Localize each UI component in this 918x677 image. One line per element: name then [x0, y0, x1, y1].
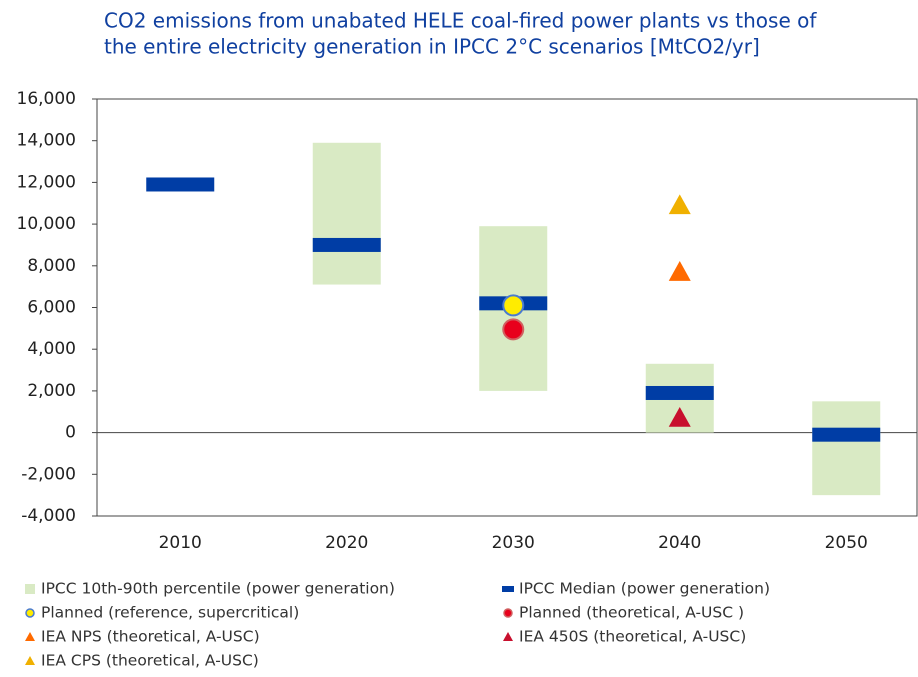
- y-tick-label: -4,000: [21, 506, 76, 526]
- legend-swatch: [25, 608, 35, 618]
- legend-swatch: [25, 584, 35, 594]
- planned-dot: [502, 294, 525, 317]
- x-tick-label: 2010: [159, 533, 202, 553]
- legend-label: IEA CPS (theoretical, A-USC): [41, 652, 259, 670]
- chart-title: the entire electricity generation in IPC…: [104, 35, 760, 59]
- legend-swatch: [503, 608, 513, 618]
- y-tick-label: 10,000: [17, 214, 76, 234]
- percentile-range: [812, 401, 881, 496]
- y-tick-label: 16,000: [17, 89, 76, 109]
- percentile-range: [312, 142, 381, 285]
- y-tick-label: 12,000: [17, 172, 76, 192]
- legend-label: IPCC 10th-90th percentile (power generat…: [41, 580, 395, 598]
- x-tick-label: 2030: [492, 533, 535, 553]
- y-tick-label: 8,000: [27, 256, 76, 276]
- legend-label: Planned (reference, supercritical): [41, 604, 299, 622]
- median-bar: [812, 427, 881, 442]
- legend-swatch: [502, 586, 514, 592]
- chart-title: CO2 emissions from unabated HELE coal-fi…: [104, 9, 817, 33]
- planned-dot: [502, 318, 525, 341]
- legend-label: IEA NPS (theoretical, A-USC): [41, 628, 260, 646]
- legend-swatch: [25, 656, 35, 665]
- x-tick-label: 2050: [825, 533, 868, 553]
- y-tick-label: 4,000: [27, 339, 76, 359]
- legend-label: IEA 450S (theoretical, A-USC): [519, 628, 746, 646]
- legend-swatch: [503, 632, 513, 641]
- legend-label: IPCC Median (power generation): [519, 580, 770, 598]
- iea-triangle: [668, 407, 691, 427]
- y-tick-label: 6,000: [27, 298, 76, 318]
- iea-triangle: [668, 261, 691, 281]
- legend-label: Planned (theoretical, A-USC ): [519, 604, 744, 622]
- iea-triangle: [668, 194, 691, 215]
- median-bar: [645, 385, 714, 400]
- legend-swatch: [25, 632, 35, 641]
- median-bar: [312, 237, 381, 252]
- median-bar: [146, 177, 215, 192]
- x-tick-label: 2040: [658, 533, 701, 553]
- y-tick-label: 14,000: [17, 131, 76, 151]
- y-tick-label: -2,000: [21, 464, 76, 484]
- y-tick-label: 2,000: [27, 381, 76, 401]
- y-tick-label: 0: [65, 423, 76, 443]
- x-tick-label: 2020: [325, 533, 368, 553]
